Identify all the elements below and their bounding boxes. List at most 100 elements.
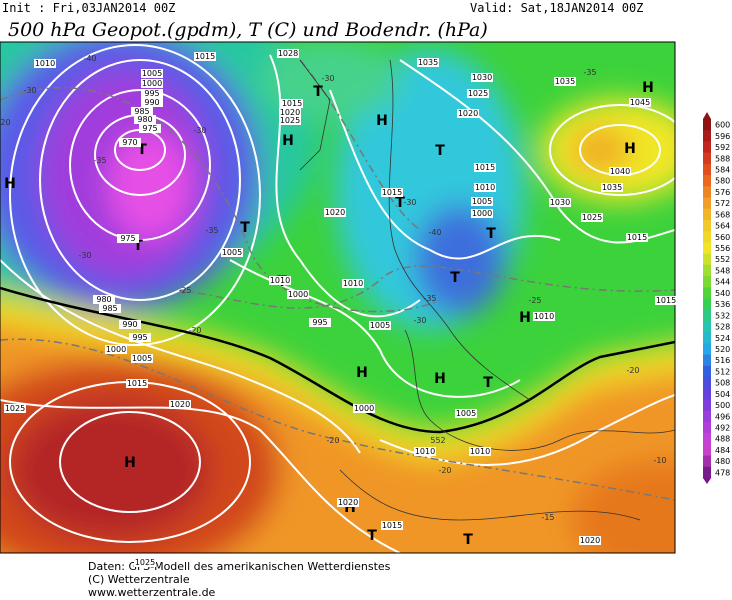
isobar-label: 1025	[280, 116, 300, 125]
isobar-label: 1010	[415, 447, 435, 456]
map-title: 500 hPa Geopot.(gpdm), T (C) und Bodendr…	[8, 19, 488, 41]
footer-url: www.wetterzentrale.de	[88, 586, 216, 599]
isobar-label: 1025	[5, 404, 25, 413]
isobar-label: 1025	[468, 89, 488, 98]
isobar-label-bg	[119, 320, 141, 329]
colorbar-swatch	[703, 410, 711, 423]
valid-time: Valid: Sat,18JAN2014 00Z	[470, 1, 643, 15]
colorbar-swatch	[703, 466, 711, 479]
pressure-center: T	[486, 226, 496, 242]
isobar-label: 1025	[135, 558, 155, 567]
colorbar-swatch	[703, 264, 711, 277]
pressure-center: H	[519, 310, 531, 326]
isobar-label-bg	[93, 295, 115, 304]
isobar-label-bg	[471, 209, 493, 218]
pressure-center: T	[463, 532, 473, 548]
colorbar-label: 568	[715, 210, 730, 219]
isobar-label-bg	[471, 197, 493, 206]
isobar-label: 1015	[475, 163, 495, 172]
pressure-center: T	[483, 375, 493, 391]
colorbar-swatch	[703, 208, 711, 221]
isobar-label: 1005	[456, 409, 476, 418]
isobar-label: 995	[312, 318, 327, 327]
isobar-label-bg	[119, 138, 141, 147]
colorbar-swatch	[703, 421, 711, 434]
colorbar-label: 564	[715, 222, 730, 231]
isotherm-label: -25	[178, 286, 191, 295]
isotherm-label: -15	[541, 513, 554, 522]
isobar-label: 1010	[343, 279, 363, 288]
colorbar-label: 584	[715, 165, 730, 174]
isobar-label-bg	[4, 404, 26, 413]
colorbar-bottom-arrow	[703, 478, 711, 484]
isobar-label: 1000	[472, 209, 492, 218]
isobar-label: 995	[132, 333, 147, 342]
colorbar-label: 576	[715, 188, 730, 197]
colorbar-swatch	[703, 287, 711, 299]
pressure-center: H	[344, 500, 356, 516]
isotherm-label: -20	[188, 326, 201, 335]
colorbar-label: 504	[715, 390, 730, 399]
colorbar-label: 592	[715, 143, 730, 152]
isotherm-label: -30	[23, 86, 36, 95]
isobar-label: 995	[144, 89, 159, 98]
isobar-label: 985	[102, 304, 117, 313]
isotherm-label: -35	[583, 68, 596, 77]
isobar-label-bg	[139, 124, 161, 133]
isobar-label: 975	[142, 124, 157, 133]
isobar-label-bg	[469, 447, 491, 456]
colorbar-label: 580	[715, 177, 730, 186]
pressure-center: H	[124, 455, 136, 471]
pressure-center: H	[282, 133, 294, 149]
isobar-label: 990	[144, 98, 159, 107]
isotherm-label: -20	[626, 366, 639, 375]
isobar-label-bg	[417, 58, 439, 67]
isobar-label-bg	[141, 69, 163, 78]
isotherm-label: -35	[423, 294, 436, 303]
isobar-label: 1005	[132, 354, 152, 363]
isobar-label: 1000	[106, 345, 126, 354]
isobar-label-bg	[342, 279, 364, 288]
colorbar-label: 540	[715, 289, 730, 298]
isotherm-label: -30	[193, 126, 206, 135]
isotherms	[0, 59, 675, 501]
isotherm-label: -30	[321, 74, 334, 83]
isotherm-label: -20	[0, 118, 11, 127]
colorbar-label: 520	[715, 345, 730, 354]
isobar-label-bg	[279, 108, 301, 117]
isobar-label: 1010	[470, 447, 490, 456]
isobar-label: 1028	[278, 49, 298, 58]
isobar-label: 1035	[418, 58, 438, 67]
isobar-label-bg	[134, 115, 156, 124]
colorbar-label: 588	[715, 154, 730, 163]
isobar-label: 1010	[35, 59, 55, 68]
colorbar-swatch	[703, 377, 711, 389]
isobar-label: 970	[122, 138, 137, 147]
isobar-label-bg	[279, 116, 301, 125]
isotherm-label: -35	[93, 156, 106, 165]
colorbar-label: 556	[715, 244, 730, 253]
pressure-center: H	[4, 176, 16, 192]
colorbar-swatch	[703, 455, 711, 468]
isobar-label-bg	[626, 233, 648, 242]
isotherm-label: -35	[205, 226, 218, 235]
colorbar-label: 488	[715, 435, 730, 444]
colorbar-swatch	[703, 141, 711, 154]
colorbar-swatch	[703, 119, 711, 131]
pressure-center: H	[434, 371, 446, 387]
isobar-label-bg	[105, 345, 127, 354]
isobar-label: 1025	[582, 213, 602, 222]
isobar-label: 1035	[602, 183, 622, 192]
colorbar-label: 484	[715, 446, 730, 455]
isobar-label-bg	[324, 208, 346, 217]
isobar-label-bg	[369, 321, 391, 330]
colorbar-swatch	[703, 175, 711, 187]
isobar-label-bg	[609, 167, 631, 176]
isobar-label: 1020	[280, 108, 300, 117]
isobar-label-bg	[141, 89, 163, 98]
isobar-label-bg	[579, 536, 601, 545]
isobar-label: 980	[96, 295, 111, 304]
